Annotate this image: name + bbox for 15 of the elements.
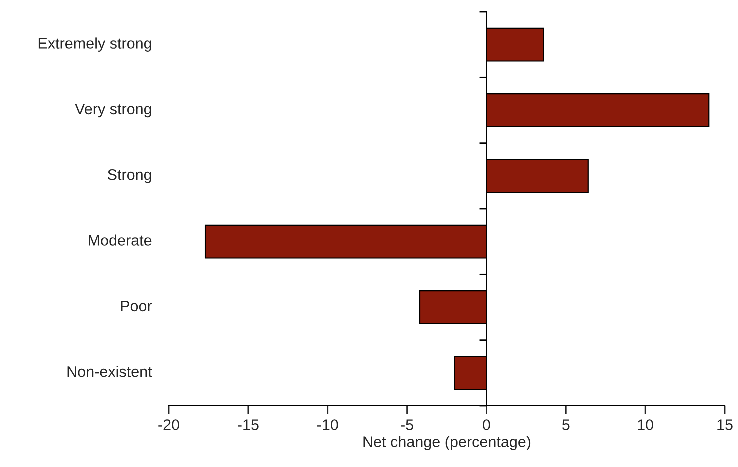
x-axis-title: Net change (percentage) — [364, 436, 531, 450]
y-tick-label: Non-existent — [68, 366, 152, 378]
y-tick-label: Moderate — [89, 234, 152, 246]
y-tick-label: Extremely strong — [38, 38, 152, 52]
x-tick-label: -10 — [317, 420, 338, 430]
y-tick-label: Strong — [108, 169, 152, 184]
x-tick-label: 10 — [638, 420, 654, 430]
x-tick-label: 5 — [562, 420, 570, 430]
x-tick-label: -5 — [401, 420, 414, 430]
x-tick-label: 0 — [483, 420, 490, 430]
y-tick-label: Very strong — [75, 104, 152, 118]
x-tick-label: 15 — [718, 420, 733, 430]
y-tick-label: Poor — [121, 300, 152, 312]
x-tick-label: -15 — [238, 420, 259, 430]
x-tick-label: -20 — [158, 420, 180, 430]
